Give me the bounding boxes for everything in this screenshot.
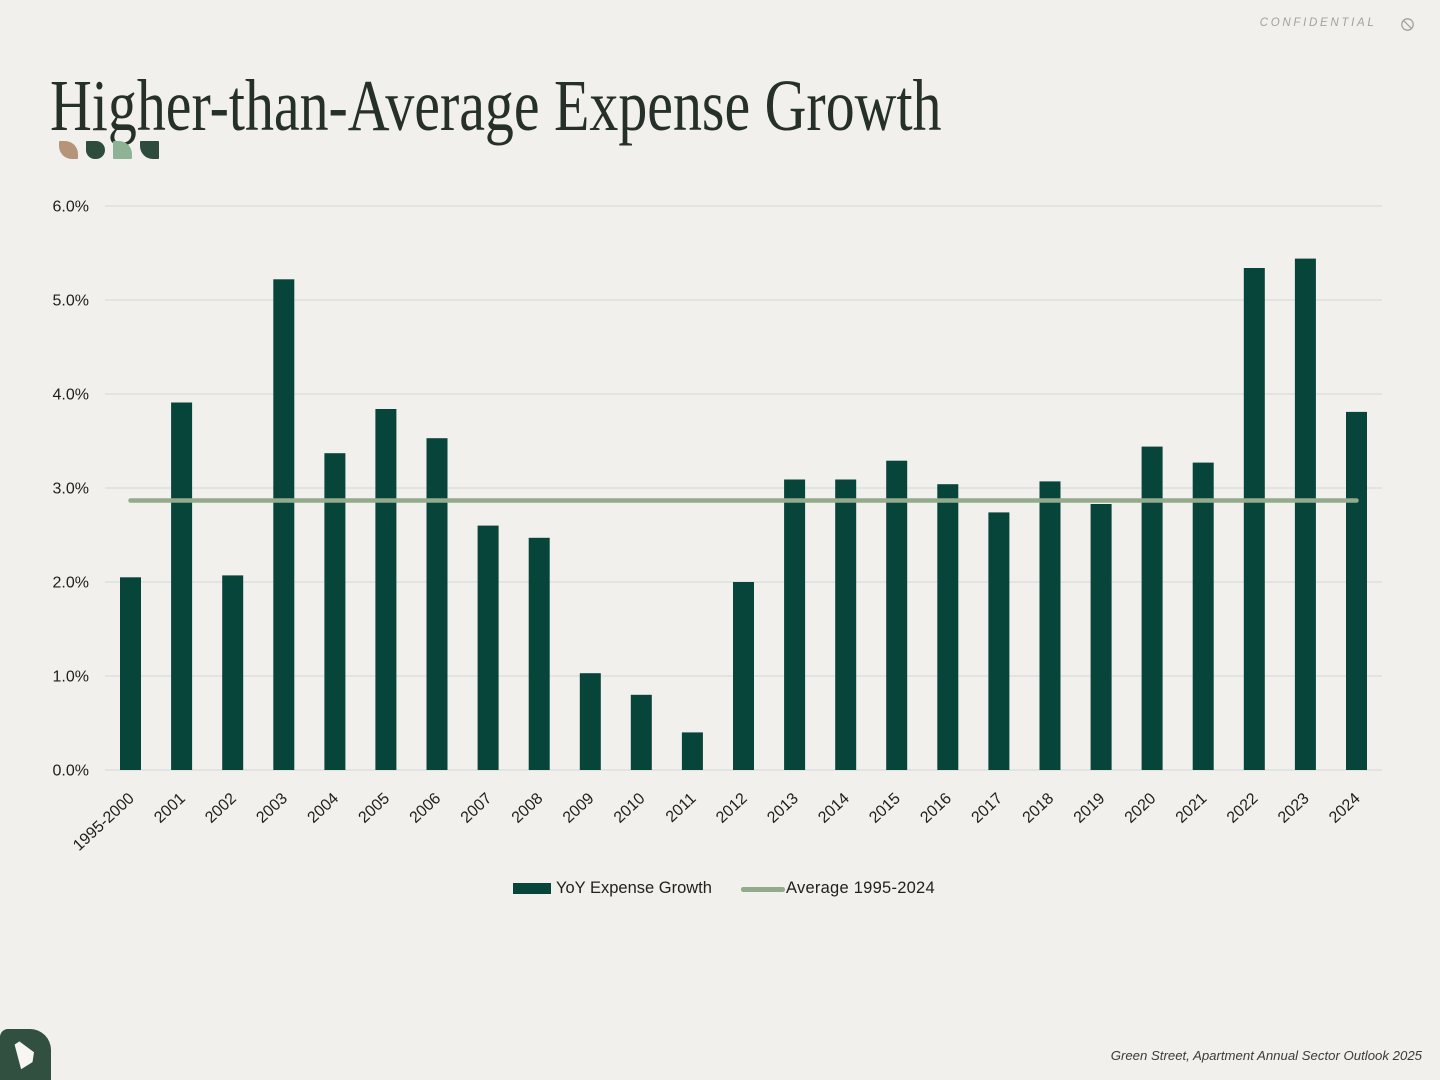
svg-text:2008: 2008 (509, 790, 547, 827)
svg-text:2017: 2017 (969, 790, 1007, 827)
svg-text:0.0%: 0.0% (53, 763, 89, 780)
svg-text:2014: 2014 (815, 790, 853, 827)
svg-text:2023: 2023 (1275, 790, 1313, 827)
svg-text:2010: 2010 (611, 790, 649, 827)
svg-text:2006: 2006 (407, 790, 445, 827)
svg-text:2012: 2012 (713, 790, 751, 827)
svg-text:2002: 2002 (202, 790, 240, 827)
svg-text:2004: 2004 (305, 790, 343, 827)
svg-text:2020: 2020 (1122, 790, 1160, 827)
svg-text:2016: 2016 (917, 790, 955, 827)
svg-text:2005: 2005 (356, 790, 394, 827)
svg-text:3.0%: 3.0% (53, 481, 89, 498)
svg-text:2007: 2007 (458, 790, 496, 827)
svg-text:1.0%: 1.0% (53, 669, 89, 686)
svg-text:2024: 2024 (1326, 790, 1364, 827)
svg-text:2018: 2018 (1020, 790, 1058, 827)
svg-text:2011: 2011 (663, 790, 700, 826)
svg-text:5.0%: 5.0% (53, 293, 89, 310)
svg-text:2009: 2009 (560, 790, 598, 827)
svg-text:4.0%: 4.0% (53, 387, 89, 404)
svg-text:2.0%: 2.0% (53, 575, 89, 592)
svg-text:2003: 2003 (253, 790, 291, 827)
svg-text:2015: 2015 (866, 790, 904, 827)
svg-text:1995-2000: 1995-2000 (70, 790, 138, 855)
svg-text:2021: 2021 (1173, 790, 1211, 827)
svg-text:2001: 2001 (151, 790, 189, 827)
svg-text:2019: 2019 (1071, 790, 1109, 827)
svg-text:2022: 2022 (1224, 790, 1262, 827)
svg-text:6.0%: 6.0% (53, 199, 89, 216)
svg-text:2013: 2013 (764, 790, 802, 827)
